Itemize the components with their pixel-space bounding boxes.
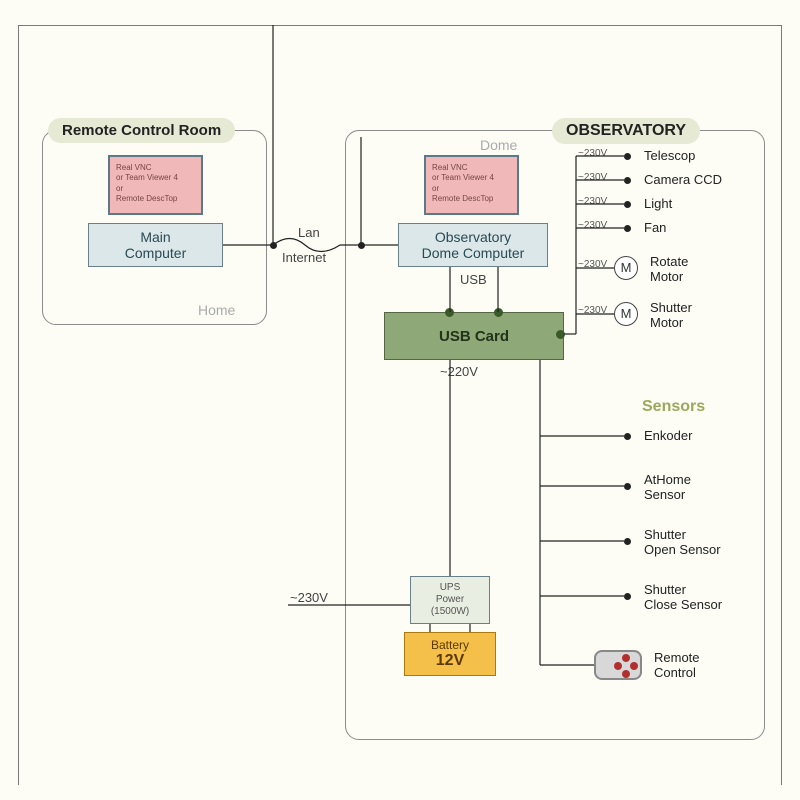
- monitor-line: or Team Viewer 4: [116, 173, 195, 183]
- dev-label-light: Light: [644, 196, 672, 211]
- sensor-dot: [624, 593, 631, 600]
- monitor-line: or: [432, 184, 511, 194]
- dev-label-telescop: Telescop: [644, 148, 695, 163]
- monitor-line: or Team Viewer 4: [432, 173, 511, 183]
- remote-control-label: Remote Control: [654, 650, 700, 680]
- motor-voltage: ~230V: [578, 259, 607, 270]
- dev-voltage: ~230V: [578, 220, 607, 231]
- region-label-home: Home: [198, 302, 235, 318]
- usb-label: USB: [460, 272, 487, 287]
- dev-voltage: ~230V: [578, 196, 607, 207]
- region-label-dome: Dome: [480, 137, 517, 153]
- dev-dot: [624, 153, 631, 160]
- junction-dot: [270, 242, 277, 249]
- sensor-enkoder: Enkoder: [644, 428, 692, 443]
- dev-dot: [624, 201, 631, 208]
- title-remote-room: Remote Control Room: [48, 118, 235, 143]
- remote-control-icon: [594, 650, 642, 680]
- monitor-line: Remote DescTop: [432, 194, 511, 204]
- sensor-shutter-close: Shutter Close Sensor: [644, 582, 722, 612]
- remote-monitor: Real VNC or Team Viewer 4 or Remote Desc…: [108, 155, 203, 215]
- battery-voltage: 12V: [436, 652, 464, 670]
- junction-dot: [556, 330, 565, 339]
- title-observatory: OBSERVATORY: [552, 118, 700, 144]
- dev-voltage: ~230V: [578, 148, 607, 159]
- obs-monitor: Real VNC or Team Viewer 4 or Remote Desc…: [424, 155, 519, 215]
- sensor-athome: AtHome Sensor: [644, 472, 691, 502]
- junction-dot: [358, 242, 365, 249]
- voltage-220: ~220V: [440, 364, 478, 379]
- dev-dot: [624, 177, 631, 184]
- sensor-dot: [624, 483, 631, 490]
- dev-voltage: ~230V: [578, 172, 607, 183]
- ups-box: UPS Power (1500W): [410, 576, 490, 624]
- monitor-line: or: [116, 184, 195, 194]
- dev-label-camera: Camera CCD: [644, 172, 722, 187]
- internet-label: Internet: [282, 250, 326, 265]
- sensors-title: Sensors: [642, 398, 705, 416]
- power-in-label: ~230V: [290, 590, 328, 605]
- dev-dot: [624, 225, 631, 232]
- monitor-line: Real VNC: [116, 163, 195, 173]
- junction-dot: [445, 308, 454, 317]
- sensor-dot: [624, 433, 631, 440]
- battery-box: Battery 12V: [404, 632, 496, 676]
- dev-label-fan: Fan: [644, 220, 666, 235]
- shutter-motor-icon: M: [614, 302, 638, 326]
- sensor-dot: [624, 538, 631, 545]
- shutter-motor-label: Shutter Motor: [650, 300, 692, 330]
- lan-label: Lan: [298, 225, 320, 240]
- motor-voltage: ~230V: [578, 305, 607, 316]
- obs-computer: Observatory Dome Computer: [398, 223, 548, 267]
- rotate-motor-icon: M: [614, 256, 638, 280]
- sensor-shutter-open: Shutter Open Sensor: [644, 527, 721, 557]
- monitor-line: Real VNC: [432, 163, 511, 173]
- battery-label: Battery: [431, 638, 469, 652]
- usb-card: USB Card: [384, 312, 564, 360]
- main-computer: Main Computer: [88, 223, 223, 267]
- junction-dot: [494, 308, 503, 317]
- monitor-line: Remote DescTop: [116, 194, 195, 204]
- rotate-motor-label: Rotate Motor: [650, 254, 688, 284]
